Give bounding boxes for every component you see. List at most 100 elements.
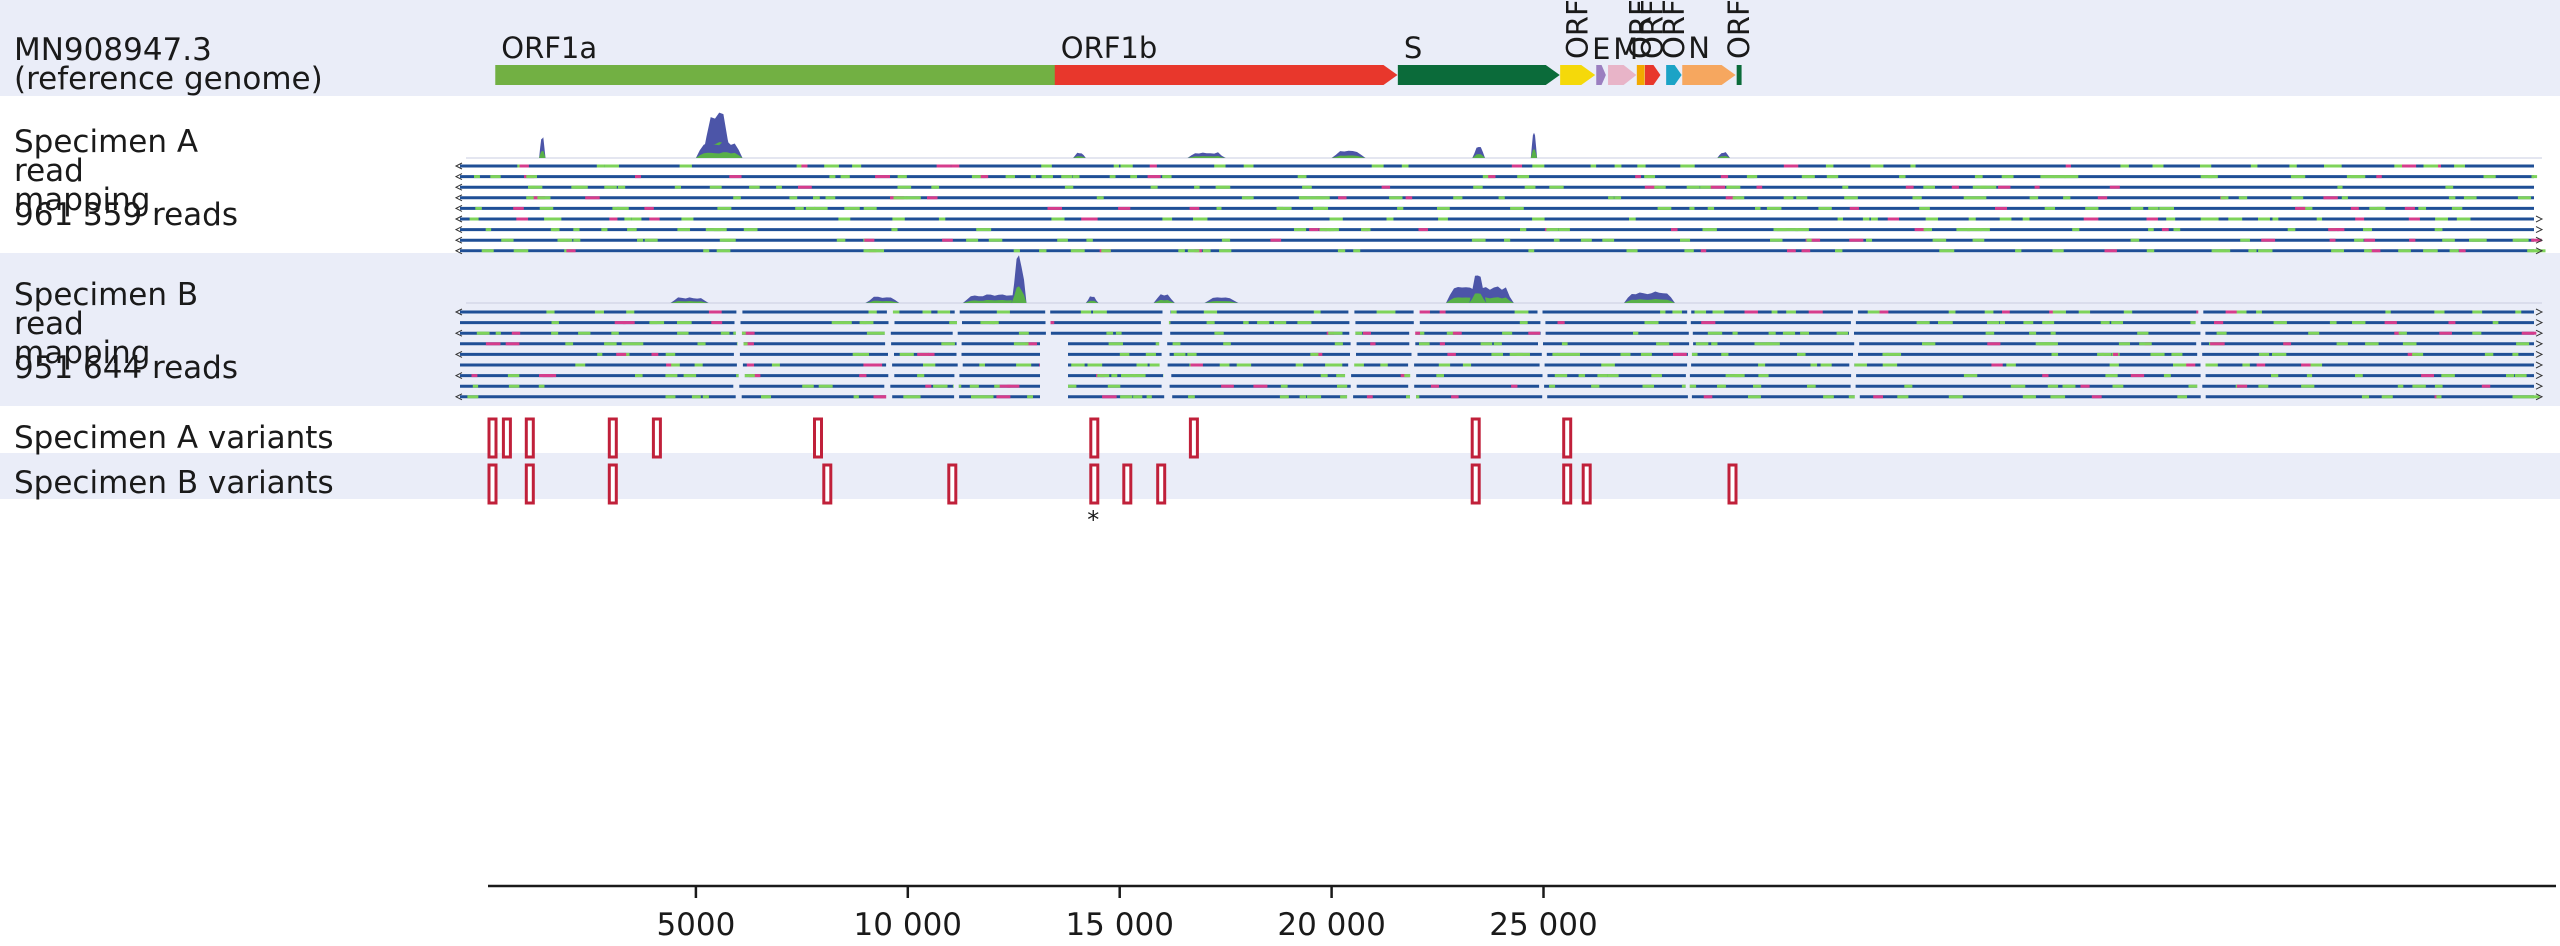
read-mismatch [2023,321,2034,325]
read-gap [2200,362,2206,368]
read-mismatch [485,228,492,232]
read-mismatch [1120,395,1133,399]
read-mismatch [632,342,644,346]
coverage-peak [1011,255,1027,303]
read-mismatch [677,228,691,232]
read-mismatch [2481,384,2491,388]
read-mismatch [513,206,524,210]
read-mismatch [2045,321,2055,325]
read-arrow-right [2535,319,2544,327]
read-mismatch [2512,352,2519,356]
read-mismatch [949,321,962,325]
read-gap [1854,340,1860,347]
read-mismatch [2519,395,2531,399]
read-mismatch [1528,249,1535,253]
read-mismatch [1107,384,1121,388]
read-mismatch [728,238,736,242]
read-mismatch [1956,228,1971,232]
read-gap [737,340,744,347]
read-mismatch [474,175,480,179]
read-mismatch [1517,175,1530,179]
read-mismatch [1657,206,1672,210]
read-mismatch [2130,206,2144,210]
read-mismatch [1910,164,1916,168]
read-mismatch [1280,384,1288,388]
read-gap [1853,351,1858,358]
read-mismatch [922,310,932,314]
gene-orf3a [1560,65,1596,85]
read-mismatch [694,363,703,367]
read-mismatch [1734,374,1745,378]
read-mismatch [2025,395,2033,399]
read-mismatch [1808,310,1823,314]
read-mismatch [2472,238,2487,242]
read-mismatch [1328,228,1335,232]
read-mismatch [538,384,545,388]
read-mismatch [1984,310,1994,314]
read-mismatch [2376,206,2386,210]
read-mismatch [2258,352,2270,356]
read-mismatch [1732,196,1745,200]
read-mismatch [2287,228,2296,232]
read-mismatch [2472,331,2482,335]
read-mismatch [2331,249,2344,253]
read-mismatch [1315,196,1330,200]
read-gap [2197,383,2203,390]
read-gap [736,362,743,368]
read-gap [1162,330,1171,337]
read-mismatch [2181,363,2196,367]
read-gap [1854,393,1860,400]
read-mismatch [863,249,877,253]
read-mismatch [2083,217,2099,221]
read-mismatch [2161,228,2169,232]
read-mismatch [1274,321,1287,325]
read-gap [1410,372,1417,379]
specimen-b-coverage [466,255,2542,304]
read-mismatch [2029,196,2039,200]
read-mismatch [1187,352,1197,356]
read-mismatch [2290,175,2306,179]
read-mismatch [2139,342,2152,346]
read-mismatch [2308,331,2320,335]
coverage-peak [1469,275,1487,303]
read-mismatch [2113,352,2119,356]
read-gap [888,372,895,379]
read-mismatch [1756,185,1763,189]
read-mismatch [2323,196,2338,200]
read-mismatch [2402,342,2417,346]
read-mismatch [1150,185,1158,189]
read-mismatch [1247,196,1254,200]
read-mismatch [937,310,951,314]
read-mismatch [1758,374,1769,378]
read-mismatch [1721,352,1729,356]
read-mismatch [1488,175,1496,179]
read-gap [1350,383,1357,390]
read-mismatch [1758,363,1766,367]
read-mismatch [621,342,633,346]
read-mismatch [2085,206,2099,210]
read-mismatch [2078,310,2091,314]
variants-b-band [0,453,2560,499]
reference-note: (reference genome) [14,61,323,97]
read-mismatch [1673,352,1687,356]
read-mismatch [1651,374,1662,378]
read-arrow-left [454,393,463,401]
read-mismatch [1873,395,1884,399]
read-mismatch [1557,321,1565,325]
read-mismatch [2072,228,2080,232]
read-gap [1163,372,1172,379]
read-mismatch [1325,363,1340,367]
read-gap [2200,330,2206,337]
read-mismatch [1766,342,1772,346]
variant-mark [501,417,512,459]
read-mismatch [697,342,706,346]
read-mismatch [2104,249,2117,253]
read-mismatch [892,217,905,221]
read-mismatch [936,164,951,168]
read-mismatch [2015,249,2022,253]
read-mismatch [614,321,626,325]
read-mismatch [2346,175,2362,179]
read-mismatch [2306,374,2313,378]
read-mismatch [1882,352,1889,356]
read-mismatch [1916,321,1930,325]
